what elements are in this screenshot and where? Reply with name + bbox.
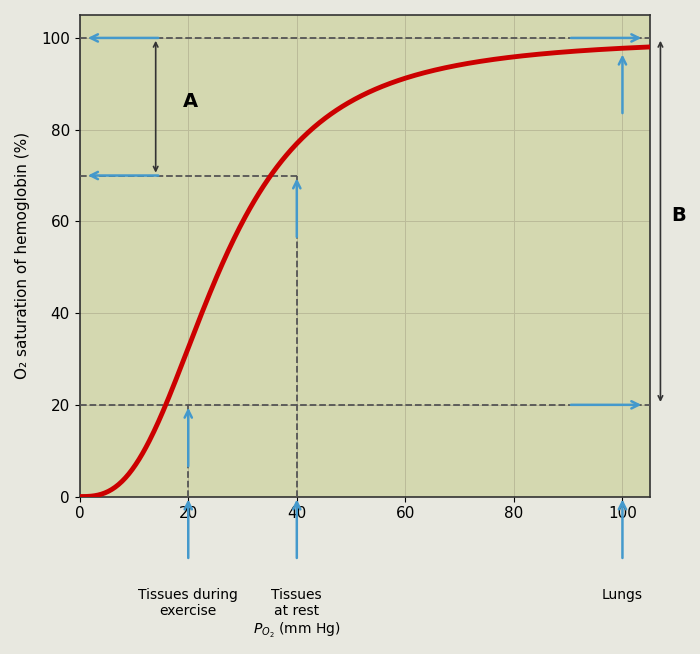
Text: Tissues during
exercise: Tissues during exercise xyxy=(139,589,238,619)
Text: B: B xyxy=(671,207,686,226)
Text: Lungs: Lungs xyxy=(602,589,643,602)
Text: Tissues
at rest
$P_{O_2}$ (mm Hg): Tissues at rest $P_{O_2}$ (mm Hg) xyxy=(253,589,341,640)
Text: A: A xyxy=(183,92,198,111)
Y-axis label: O₂ saturation of hemoglobin (%): O₂ saturation of hemoglobin (%) xyxy=(15,132,30,379)
